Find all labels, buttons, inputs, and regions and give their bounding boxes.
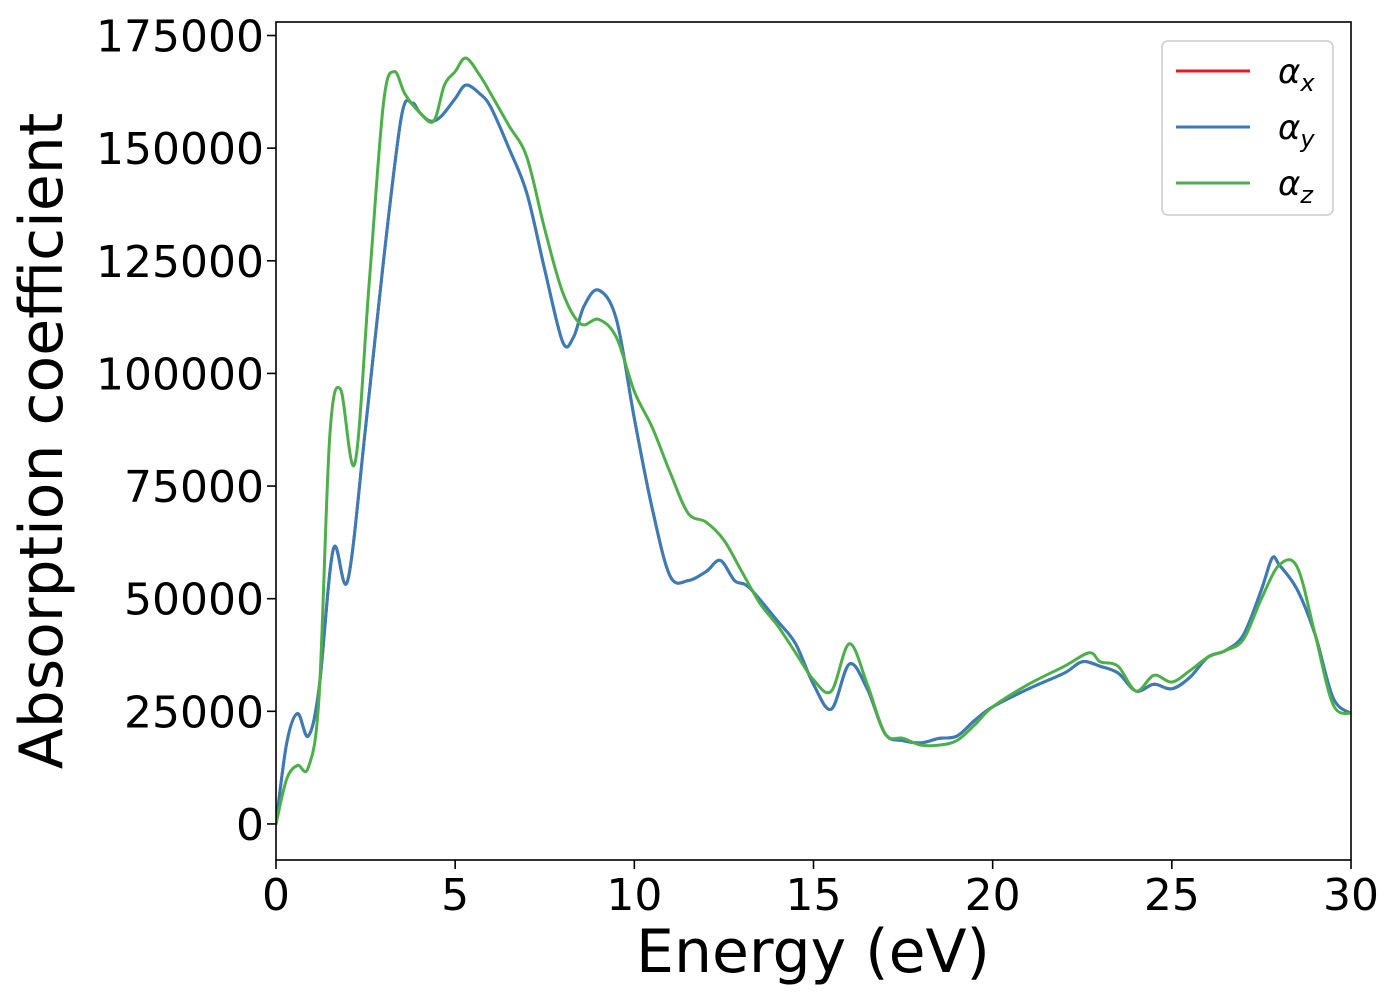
legend-label-x: αx (1278, 52, 1315, 97)
y-tick-label: 75000 (124, 462, 264, 513)
series-line-y (276, 83, 1351, 826)
y-tick-label: 150000 (96, 124, 264, 175)
legend: αx αy αz (1161, 40, 1334, 216)
x-tick-label: 15 (786, 870, 842, 921)
series-line-z (276, 56, 1351, 826)
y-tick-label: 125000 (96, 237, 264, 288)
x-axis: 0 5 10 15 20 25 30 (262, 860, 1379, 921)
y-tick-label: 0 (236, 800, 264, 851)
x-tick-label: 30 (1323, 870, 1379, 921)
legend-label-y: αy (1278, 108, 1315, 153)
x-tick-label: 5 (441, 870, 469, 921)
x-tick-label: 10 (606, 870, 662, 921)
y-tick-label: 50000 (124, 575, 264, 626)
x-axis-title: Energy (eV) (636, 917, 990, 987)
x-tick-label: 20 (965, 870, 1021, 921)
y-tick-label: 175000 (96, 12, 264, 63)
y-axis: 0 25000 50000 75000 100000 125000 150000 175000 (96, 12, 276, 851)
series-layer (276, 56, 1351, 826)
y-tick-label: 100000 (96, 349, 264, 400)
y-axis-title: Absorption coefficient (7, 113, 77, 770)
y-tick-label: 25000 (124, 687, 264, 738)
x-tick-label: 25 (1144, 870, 1200, 921)
x-tick-label: 0 (262, 870, 290, 921)
legend-label-z: αz (1278, 164, 1314, 209)
